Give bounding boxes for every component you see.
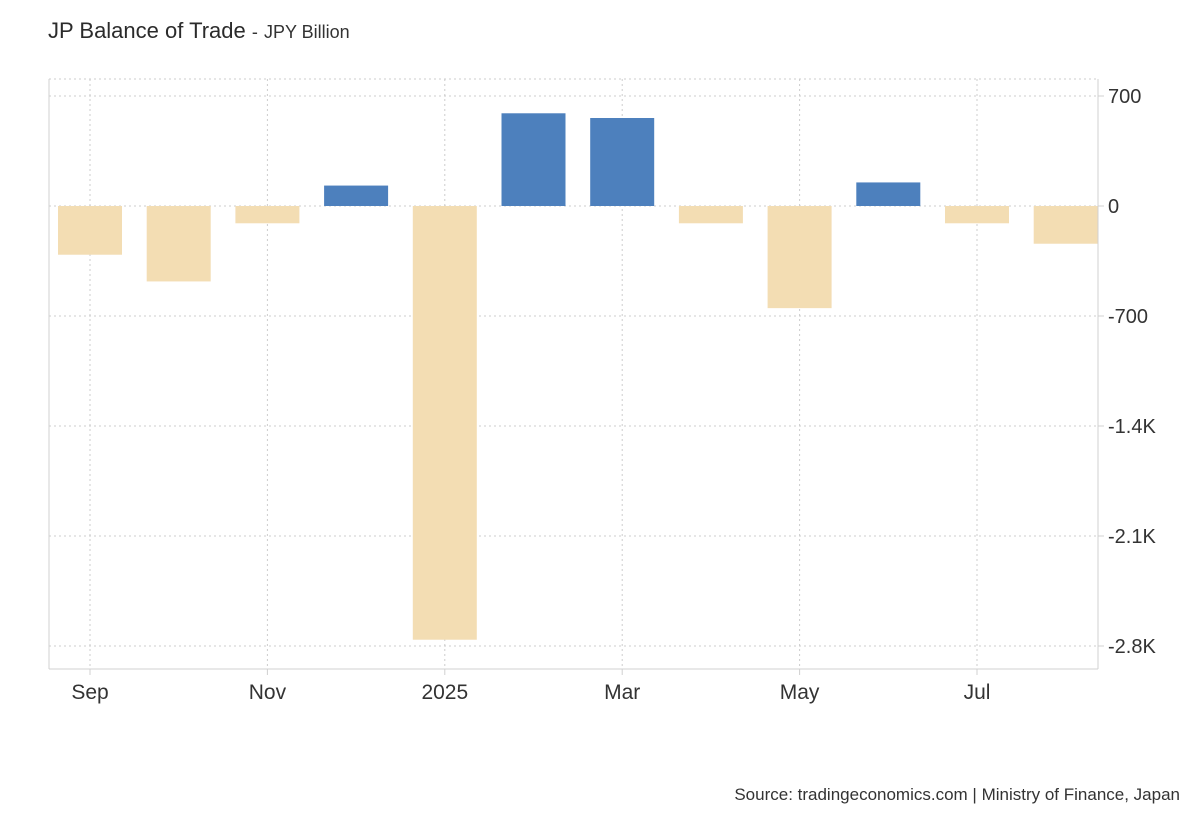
bar-2025-03[interactable] <box>590 118 655 206</box>
x-tick-label: Sep <box>71 681 108 704</box>
bar-2024-09[interactable] <box>58 206 122 255</box>
x-axis-ticks: Sep Nov 2025 Mar May Jul <box>71 669 990 704</box>
y-tick-label: -2.8K <box>1108 636 1156 658</box>
bar-2025-05[interactable] <box>767 206 832 309</box>
y-tick-label: 700 <box>1108 86 1141 108</box>
bar-chart: 700 0 -700 -1.4K -2.1K -2.8K Sep Nov 2025 Mar May… <box>48 78 1156 704</box>
chart-unit: JPY Billion <box>263 22 350 42</box>
bar-2025-06[interactable] <box>856 182 921 206</box>
x-tick-label: 2025 <box>421 681 468 704</box>
y-tick-label: -1.4K <box>1108 416 1156 438</box>
bar-2025-02[interactable] <box>501 113 566 206</box>
bar-2024-11[interactable] <box>235 206 300 224</box>
y-tick-label: -2.1K <box>1108 526 1156 548</box>
bar-2025-04[interactable] <box>678 206 743 224</box>
title-separator: - <box>251 22 258 42</box>
source-note: Source: tradingeconomics.com | Ministry … <box>734 785 1180 804</box>
bar-2025-08[interactable] <box>1033 206 1098 244</box>
bars <box>58 113 1098 640</box>
x-tick-label: Mar <box>604 681 640 704</box>
bar-2025-07[interactable] <box>945 206 1009 224</box>
x-tick-label: Nov <box>249 681 287 704</box>
y-tick-label: -700 <box>1108 306 1148 328</box>
grid <box>49 78 1098 669</box>
x-tick-label: May <box>780 681 820 704</box>
bar-2024-10[interactable] <box>146 206 211 282</box>
y-axis-ticks: 700 0 -700 -1.4K -2.1K -2.8K <box>1098 86 1156 658</box>
chart-title: JP Balance of Trade - JPY Billion <box>48 18 350 44</box>
bar-2025-01[interactable] <box>412 206 477 640</box>
x-tick-label: Jul <box>964 681 991 704</box>
bar-2024-12[interactable] <box>324 185 389 206</box>
axes <box>48 79 1099 670</box>
chart-title-text: JP Balance of Trade <box>48 18 246 43</box>
y-tick-label: 0 <box>1108 196 1119 218</box>
